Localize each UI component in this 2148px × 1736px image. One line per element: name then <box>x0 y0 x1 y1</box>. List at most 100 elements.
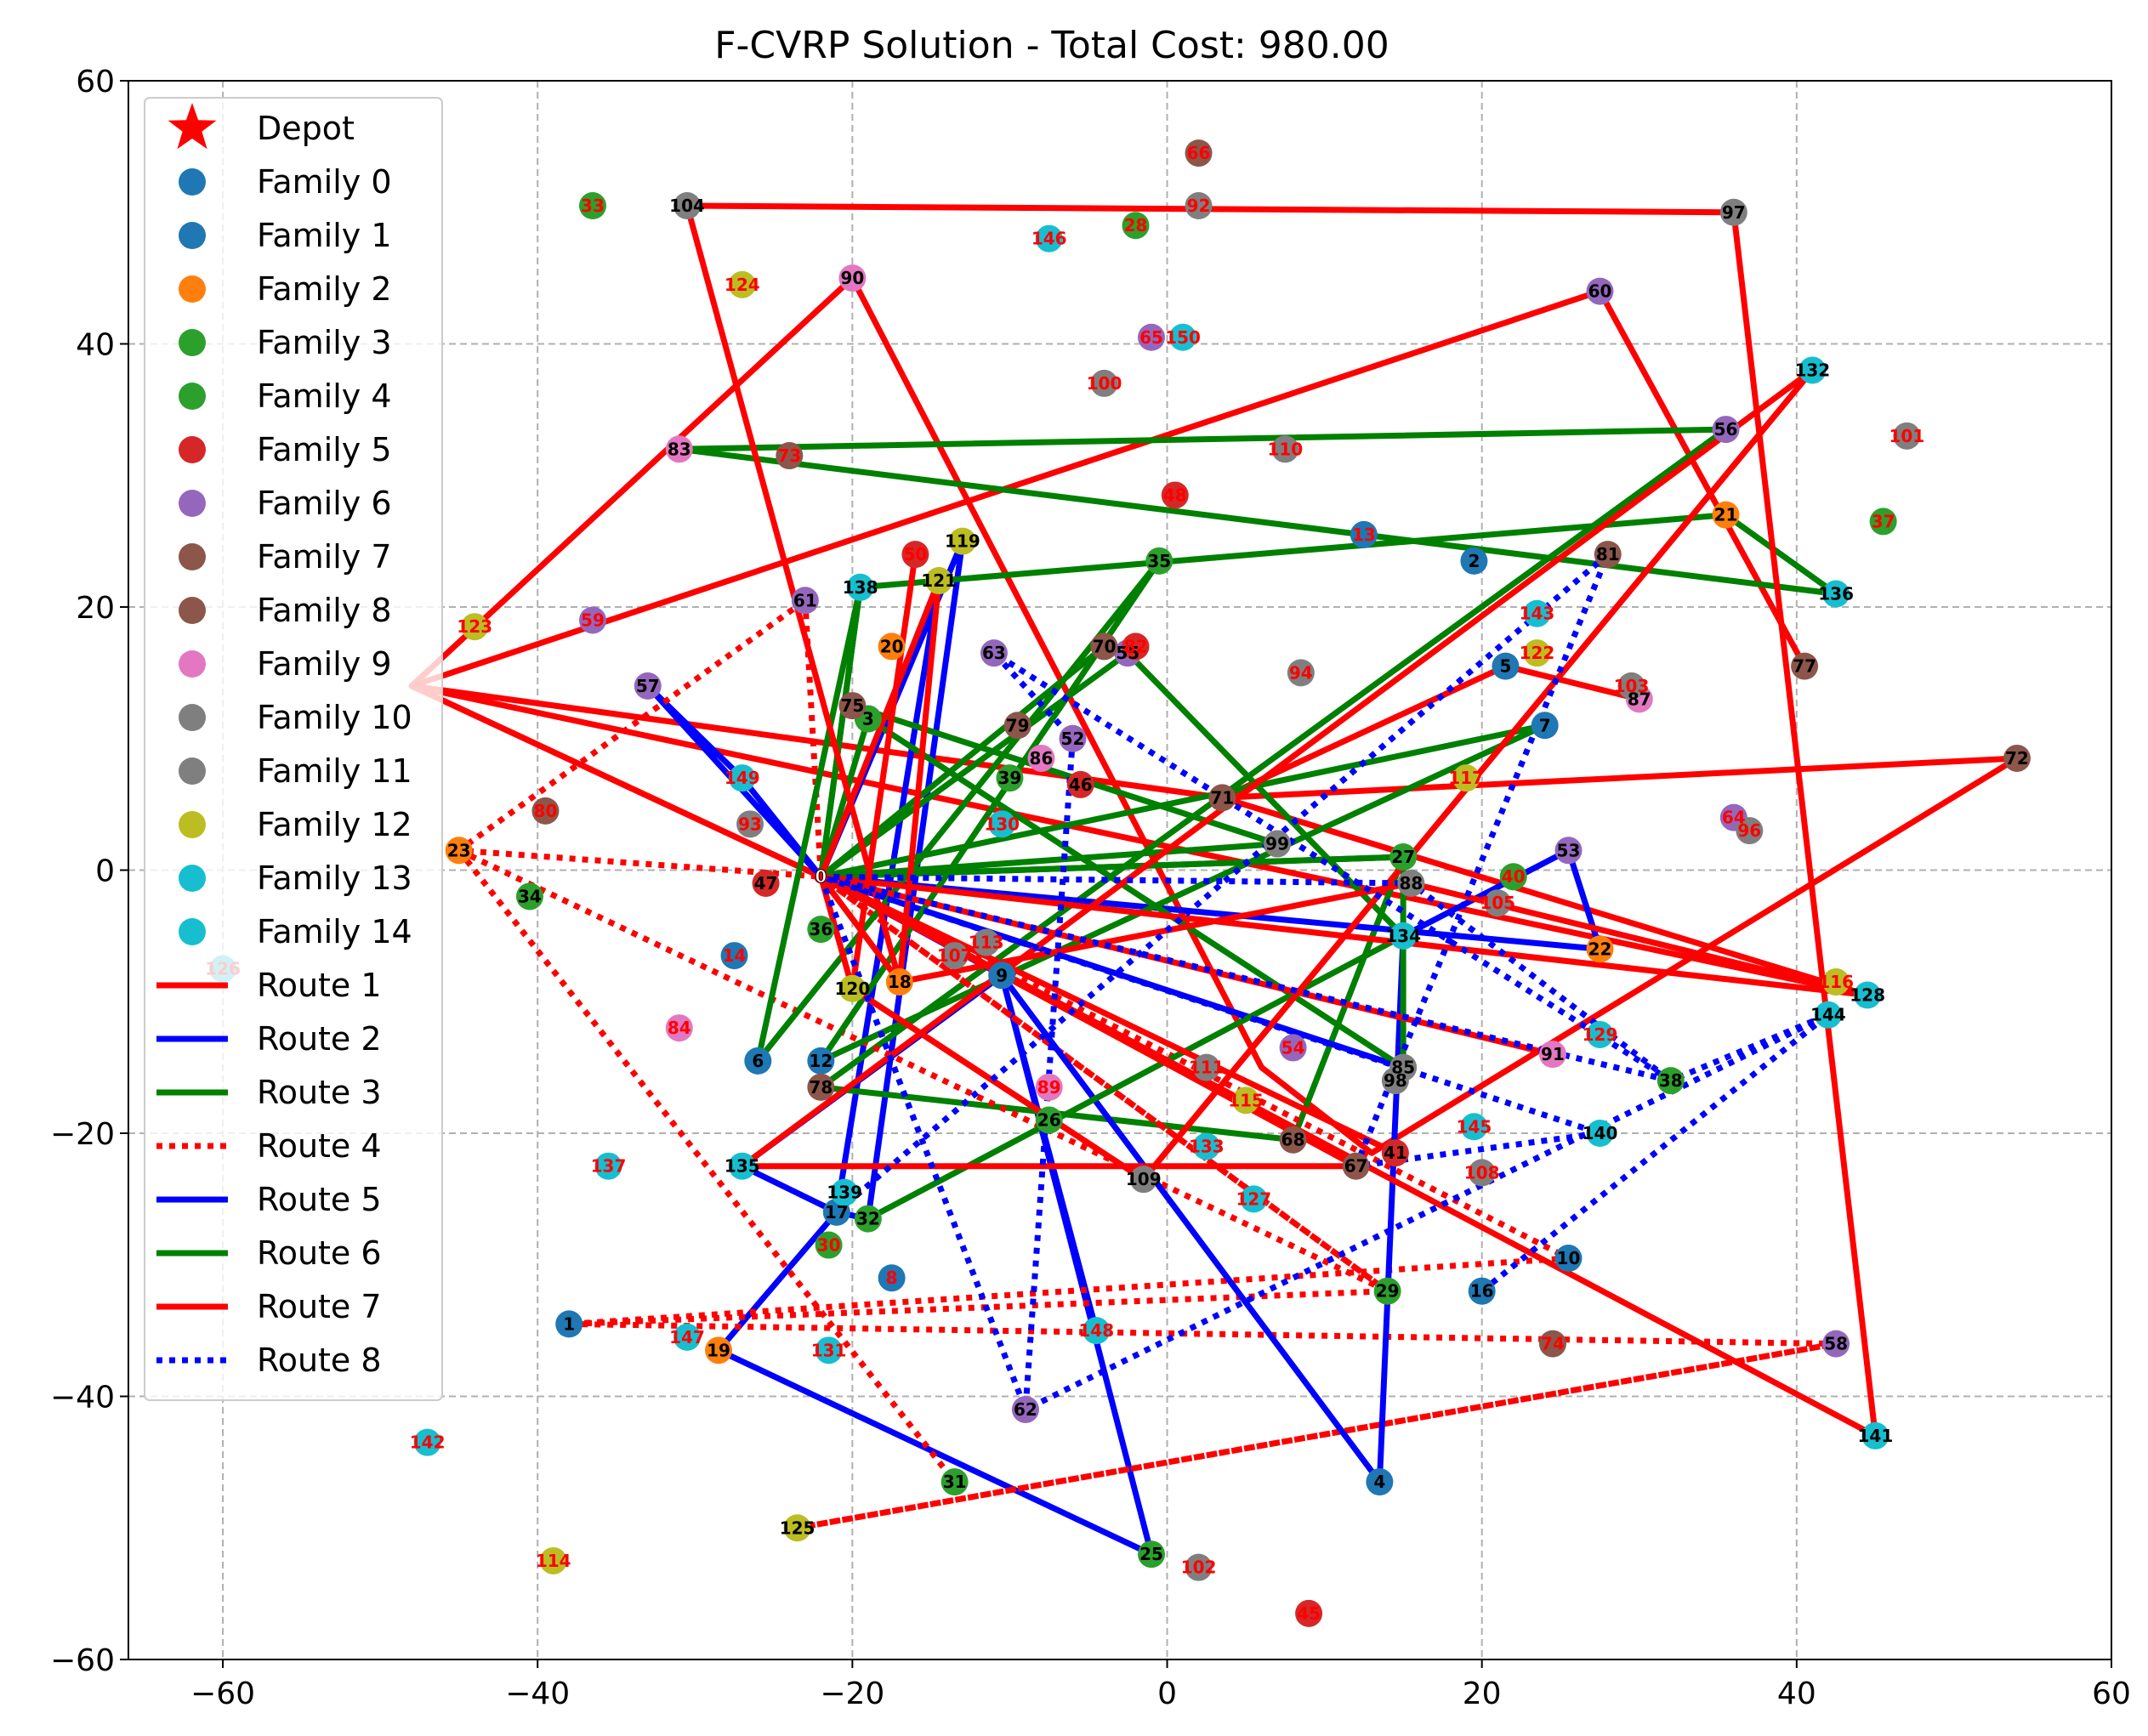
point-label: 101 <box>1889 426 1925 446</box>
point-label: 70 <box>1093 636 1117 656</box>
point-label: 34 <box>518 886 542 906</box>
point-label: 38 <box>1659 1070 1683 1091</box>
customer-point <box>1389 843 1418 871</box>
customer-point <box>988 810 1016 838</box>
point-label: 90 <box>840 268 864 288</box>
customer-point <box>1460 547 1488 575</box>
legend-marker-family <box>179 383 206 410</box>
point-label: 87 <box>1628 689 1651 709</box>
point-label: 56 <box>1714 419 1738 440</box>
customer-point <box>1122 633 1150 661</box>
point-label: 50 <box>903 544 927 564</box>
customer-point <box>940 942 969 970</box>
point-label: 7 <box>1539 715 1551 735</box>
point-label: 33 <box>581 196 605 216</box>
customer-point <box>1492 652 1520 680</box>
point-label: 22 <box>1588 939 1612 959</box>
point-label: 142 <box>410 1432 446 1453</box>
point-label: 131 <box>811 1340 847 1360</box>
legend-label-family: Family 13 <box>257 859 412 897</box>
point-label: 8 <box>886 1268 898 1288</box>
x-tick-label: 40 <box>1777 1676 1816 1711</box>
customer-point <box>515 882 543 911</box>
point-label: 58 <box>1824 1334 1848 1354</box>
point-label: 129 <box>1583 1024 1618 1045</box>
customer-point <box>673 192 702 220</box>
customer-point <box>461 613 489 641</box>
point-label: 135 <box>725 1156 760 1177</box>
customer-point <box>1264 830 1292 858</box>
point-label: 30 <box>817 1235 841 1256</box>
point-label: 81 <box>1596 544 1620 564</box>
customer-point <box>1138 323 1166 351</box>
customer-point <box>736 810 764 838</box>
point-label: 3 <box>862 709 874 729</box>
customer-point <box>1381 1139 1409 1167</box>
y-tick-label: 40 <box>76 328 115 363</box>
customer-points <box>209 139 2031 1627</box>
customer-point <box>831 1178 859 1206</box>
point-label: 120 <box>834 979 870 999</box>
point-label: 136 <box>1818 584 1854 604</box>
point-label: 20 <box>880 636 904 656</box>
point-label: 0 <box>815 866 827 887</box>
point-label: 14 <box>723 945 747 966</box>
customer-point <box>1003 712 1031 740</box>
customer-point <box>996 764 1024 792</box>
customer-point <box>744 1047 772 1075</box>
legend-marker-family <box>179 543 206 570</box>
legend-label-family: Family 3 <box>257 324 392 361</box>
route-line-7 <box>817 577 1871 999</box>
point-label: 105 <box>1480 893 1515 913</box>
customer-point <box>1531 712 1559 740</box>
point-label: 16 <box>1470 1281 1494 1302</box>
customer-point <box>815 1336 843 1364</box>
y-tick-label: −60 <box>50 1643 115 1678</box>
customer-point <box>1035 1073 1063 1101</box>
point-label: 60 <box>1588 281 1612 302</box>
legend-label-family: Family 7 <box>257 538 392 576</box>
customer-point <box>878 1264 906 1292</box>
legend-marker-family <box>179 222 206 249</box>
point-label: 23 <box>447 840 471 860</box>
point-label: 121 <box>921 570 957 591</box>
customer-point <box>1397 869 1425 897</box>
route-line-1 <box>408 683 2020 999</box>
point-label: 21 <box>1714 505 1738 525</box>
customer-point <box>1719 198 1747 226</box>
point-label: 39 <box>998 768 1022 788</box>
legend-label-family: Family 2 <box>257 270 392 308</box>
point-label: 139 <box>827 1183 862 1203</box>
point-label: 66 <box>1187 143 1211 163</box>
customer-point <box>1035 1106 1063 1134</box>
customer-point <box>1090 633 1118 661</box>
customer-point <box>1232 1086 1260 1115</box>
point-label: 35 <box>1147 551 1171 571</box>
legend-label-family: Family 1 <box>257 217 392 254</box>
customer-point <box>1617 672 1645 700</box>
x-tick-label: 60 <box>2092 1676 2131 1711</box>
point-label: 117 <box>1448 768 1484 788</box>
point-label: 127 <box>1236 1189 1271 1209</box>
point-label: 10 <box>1557 1248 1581 1268</box>
point-label: 85 <box>1391 1058 1415 1078</box>
x-tick-label: −20 <box>820 1676 884 1711</box>
legend-marker-family <box>179 436 206 463</box>
legend-label-route: Route 3 <box>257 1074 382 1111</box>
legend-label-route: Route 6 <box>257 1234 382 1272</box>
customer-point <box>1192 1053 1220 1081</box>
customer-point <box>1208 784 1236 812</box>
customer-point <box>807 916 835 944</box>
point-label: 82 <box>1124 636 1148 656</box>
customer-point <box>1185 1553 1213 1581</box>
point-label: 125 <box>780 1518 815 1538</box>
point-label: 86 <box>1030 748 1054 769</box>
customer-point <box>791 587 819 615</box>
point-label: 4 <box>1373 1472 1385 1492</box>
chart-title: F-CVRP Solution - Total Cost: 980.00 <box>714 24 1389 67</box>
legend-marker-family <box>179 275 206 303</box>
legend-marker-family <box>179 329 206 356</box>
point-label: 29 <box>1376 1281 1400 1302</box>
